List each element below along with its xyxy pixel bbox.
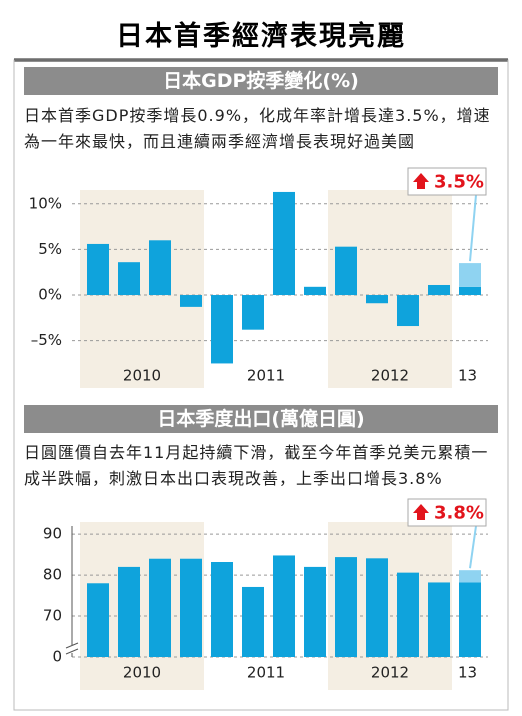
bar bbox=[149, 240, 171, 296]
y-tick-label: 10% bbox=[29, 194, 62, 212]
bar bbox=[459, 582, 481, 657]
bar bbox=[304, 286, 326, 296]
y-tick-label: –5% bbox=[31, 331, 62, 349]
axis-break bbox=[65, 648, 79, 655]
bar bbox=[87, 243, 109, 296]
bar bbox=[366, 295, 388, 304]
page-title: 日本首季經濟表現亮麗 bbox=[116, 21, 406, 52]
bar bbox=[428, 284, 450, 296]
frame bbox=[13, 59, 509, 711]
x-tick-label: 2012 bbox=[371, 367, 409, 385]
chart-heading: 日本GDP按季變化(%) bbox=[24, 67, 498, 95]
y-tick-label: 80 bbox=[43, 566, 62, 584]
axis-break bbox=[65, 642, 79, 649]
callout-label: 3.8% bbox=[434, 503, 484, 524]
bar bbox=[149, 558, 171, 657]
bar bbox=[397, 572, 419, 657]
chart-heading: 日本季度出口(萬億日圓) bbox=[24, 405, 498, 433]
highlight-bar bbox=[459, 263, 481, 287]
x-tick-label: 2011 bbox=[247, 664, 285, 682]
y-tick-label: 90 bbox=[43, 525, 62, 543]
bar bbox=[118, 566, 140, 657]
bar bbox=[118, 262, 140, 296]
callout-arrow bbox=[413, 173, 429, 189]
bar bbox=[242, 295, 264, 330]
y-tick-label: 70 bbox=[43, 607, 62, 625]
bar bbox=[428, 582, 450, 657]
bar bbox=[242, 586, 264, 657]
bar bbox=[397, 295, 419, 327]
x-tick-label: 2012 bbox=[371, 664, 409, 682]
bar bbox=[304, 566, 326, 657]
chart-description: 日本首季GDP按季增長0.9%，化成年率計增長達3.5%，增速為一年來最快，而且… bbox=[24, 106, 491, 151]
callout-arrow bbox=[413, 504, 429, 520]
bar bbox=[180, 295, 202, 307]
callout-label: 3.5% bbox=[434, 172, 484, 193]
bar bbox=[366, 558, 388, 657]
bar bbox=[335, 557, 357, 657]
x-tick-label: 13 bbox=[458, 664, 477, 682]
chart-description: 日圓匯價自去年11月起持續下滑，截至今年首季兑美元累積一成半跌幅，刺激日本出口表… bbox=[24, 443, 489, 488]
y-tick-label: 0 bbox=[52, 648, 62, 666]
x-tick-label: 2010 bbox=[123, 367, 161, 385]
callout-leader bbox=[469, 194, 477, 262]
y-tick-label: 0% bbox=[38, 286, 62, 304]
bar bbox=[459, 286, 481, 296]
bar bbox=[211, 295, 233, 364]
callout-leader bbox=[469, 525, 477, 569]
bar bbox=[87, 583, 109, 657]
x-tick-label: 2010 bbox=[123, 664, 161, 682]
y-tick-label: 5% bbox=[38, 240, 62, 258]
x-tick-label: 2011 bbox=[247, 367, 285, 385]
bar bbox=[211, 562, 233, 657]
x-tick-label: 13 bbox=[458, 367, 477, 385]
bar bbox=[273, 191, 295, 296]
bar bbox=[180, 558, 202, 657]
highlight-bar bbox=[459, 570, 481, 583]
bar bbox=[335, 246, 357, 296]
bar bbox=[273, 555, 295, 657]
